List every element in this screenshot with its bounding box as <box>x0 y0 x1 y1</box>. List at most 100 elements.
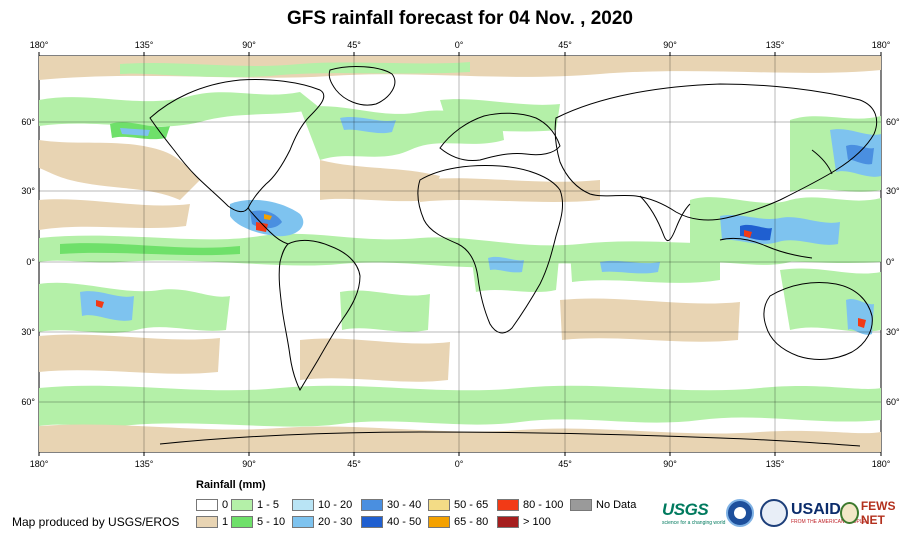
legend-label: 5 - 10 <box>257 516 286 528</box>
legend-swatch <box>292 516 314 528</box>
rain-band-spacific-blue <box>80 291 134 321</box>
legend-item: 1 <box>196 516 228 528</box>
graticule <box>39 56 881 452</box>
lon-label-top: 135° <box>135 40 154 50</box>
legend-label: 10 - 20 <box>318 499 353 511</box>
lon-label-bottom: 90° <box>663 459 677 469</box>
legend-label: No Data <box>596 499 637 511</box>
usaid-seal-icon <box>760 499 788 527</box>
lon-label-bottom: 0° <box>455 459 464 469</box>
rain-band-arctic-green <box>120 62 470 78</box>
lon-label-top: 45° <box>347 40 361 50</box>
rain-band-npacific-blue <box>120 128 150 136</box>
map-credit: Map produced by USGS/EROS <box>12 515 180 529</box>
lat-label-left: 30° <box>21 327 35 337</box>
legend-item: 30 - 40 <box>361 499 421 511</box>
usaid-logo-tagline: FROM THE AMERICAN PEOPLE <box>791 519 866 525</box>
rain-band-itcz-core <box>60 243 240 256</box>
coastlines <box>149 66 878 447</box>
japan <box>811 149 833 175</box>
legend-swatch <box>292 499 314 511</box>
legend-label: 30 - 40 <box>387 499 422 511</box>
legend-swatch <box>196 499 218 511</box>
rain-band-spacific-storm <box>96 300 104 308</box>
lat-label-left: 0° <box>26 257 35 267</box>
legend-swatch <box>497 499 519 511</box>
legend-item: 20 - 30 <box>292 516 352 528</box>
lon-label-bottom: 45° <box>558 459 572 469</box>
rainfall-field <box>39 56 881 452</box>
australia <box>763 282 873 360</box>
legend-swatch <box>570 499 592 511</box>
legend-label: 1 <box>222 516 229 528</box>
fews-net-logo-text: FEWS NET <box>860 499 896 527</box>
lon-label-top: 90° <box>242 40 256 50</box>
lon-label-bottom: 180° <box>30 459 49 469</box>
partner-logos: USGS science for a changing world USAID … <box>662 496 912 530</box>
legend-label: 20 - 30 <box>318 516 353 528</box>
legend-item: 1 - 5 <box>231 499 279 511</box>
rain-band-indian-blue <box>600 260 660 274</box>
legend-label: 1 - 5 <box>257 499 280 511</box>
legend-item: No Data <box>570 499 636 511</box>
map-title: GFS rainfall forecast for 04 Nov. , 2020 <box>287 8 633 29</box>
africa <box>417 165 563 334</box>
legend-swatch <box>196 516 218 528</box>
lon-label-top: 0° <box>455 40 464 50</box>
rain-band-europe <box>440 99 560 132</box>
lat-label-left: 60° <box>21 397 35 407</box>
legend-label: > 100 <box>523 516 551 528</box>
legend-label: 65 - 80 <box>454 516 489 528</box>
legend-swatch <box>231 499 253 511</box>
rain-band-caribbean-storm <box>256 222 268 232</box>
rain-band-satlantic <box>340 290 430 332</box>
antarctica <box>159 431 861 447</box>
lon-label-top: 45° <box>558 40 572 50</box>
globe-icon <box>840 502 859 524</box>
legend-item: 10 - 20 <box>292 499 352 511</box>
legend-item: 65 - 80 <box>428 516 488 528</box>
legend-swatch <box>428 499 450 511</box>
legend-item: 50 - 65 <box>428 499 488 511</box>
rain-band-africa-blue <box>488 256 524 273</box>
legend-item: 0 <box>196 499 228 511</box>
lat-label-right: 30° <box>886 327 900 337</box>
rain-band-southern <box>39 385 881 427</box>
lat-label-left: 30° <box>21 186 35 196</box>
usgs-logo-tagline: science for a changing world <box>662 520 726 526</box>
ticks <box>38 52 882 456</box>
rain-band-pacific-beige <box>39 140 200 200</box>
legend-label: 0 <box>222 499 229 511</box>
lon-label-bottom: 45° <box>347 459 361 469</box>
rain-band-pacific-beige2 <box>39 199 190 230</box>
rain-band-caribbean-storm2 <box>264 214 272 220</box>
legend-item: 5 - 10 <box>231 516 285 528</box>
seasia-islands <box>719 237 813 259</box>
legend-item: > 100 <box>497 516 551 528</box>
lon-label-top: 180° <box>872 40 891 50</box>
legend-item: 40 - 50 <box>361 516 421 528</box>
lat-label-left: 60° <box>21 117 35 127</box>
lon-label-bottom: 90° <box>242 459 256 469</box>
usgs-logo: USGS science for a changing world <box>662 496 725 530</box>
rain-band-philippines-storm <box>744 230 752 238</box>
lon-label-top: 135° <box>766 40 785 50</box>
lon-label-bottom: 180° <box>872 459 891 469</box>
lat-label-right: 0° <box>886 257 895 267</box>
lat-label-right: 60° <box>886 397 900 407</box>
lat-label-right: 30° <box>886 186 900 196</box>
lat-label-right: 60° <box>886 117 900 127</box>
north-america <box>149 79 325 213</box>
lon-label-top: 180° <box>30 40 49 50</box>
rain-band-nwpacific-core <box>846 144 874 165</box>
central-america <box>247 207 289 245</box>
legend-label: 50 - 65 <box>454 499 489 511</box>
rain-band-indian-beige <box>560 298 740 342</box>
asia <box>554 83 878 221</box>
legend-swatch <box>497 516 519 528</box>
legend-label: 40 - 50 <box>387 516 422 528</box>
rain-band-spacific-beige <box>39 334 220 374</box>
legend-item: 80 - 100 <box>497 499 563 511</box>
usaid-logo: USAID FROM THE AMERICAN PEOPLE <box>760 496 866 530</box>
